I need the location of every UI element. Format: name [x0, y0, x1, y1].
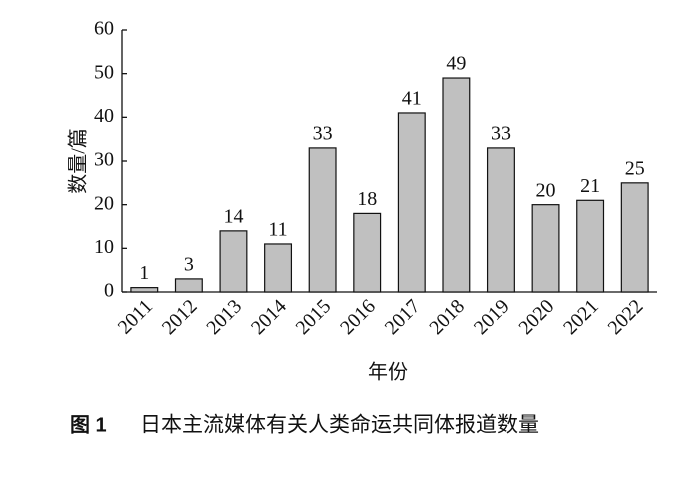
x-tick-label: 2012 — [158, 295, 202, 339]
x-tick-label: 2022 — [604, 295, 648, 339]
y-tick-label: 20 — [94, 192, 114, 214]
bar — [620, 182, 649, 293]
bar — [264, 243, 293, 293]
x-tick-label: 2020 — [514, 295, 558, 339]
y-tick-label: 0 — [104, 280, 114, 302]
y-tick-label: 40 — [94, 105, 114, 127]
x-tick-label: 2017 — [381, 295, 425, 339]
bar — [308, 147, 337, 293]
value-label: 49 — [446, 53, 466, 75]
y-tick-label: 60 — [94, 18, 114, 40]
x-axis-label: 年份 — [368, 361, 408, 384]
y-tick-label: 30 — [94, 149, 114, 171]
bar — [397, 112, 426, 293]
x-tick-label: 2019 — [470, 295, 514, 339]
bar — [576, 199, 605, 293]
value-label: 20 — [536, 179, 556, 201]
y-axis-label: 数量/篇 — [67, 128, 90, 194]
bar — [130, 287, 159, 293]
value-label: 18 — [357, 188, 377, 210]
x-tick-label: 2021 — [559, 295, 603, 339]
x-tick-label: 2013 — [202, 295, 246, 339]
value-label: 33 — [313, 122, 333, 144]
value-label: 1 — [139, 262, 149, 284]
bar — [353, 212, 382, 293]
value-label: 11 — [268, 219, 287, 241]
value-label: 21 — [580, 175, 600, 197]
value-label: 25 — [625, 157, 645, 179]
bar — [174, 278, 203, 293]
value-label: 33 — [491, 122, 511, 144]
y-tick-label: 50 — [94, 61, 114, 83]
bar — [219, 230, 248, 293]
value-label: 3 — [184, 253, 194, 275]
x-tick-label: 2014 — [247, 295, 291, 339]
y-tick-label: 10 — [94, 236, 114, 258]
bar — [486, 147, 515, 293]
x-tick-label: 2018 — [425, 295, 469, 339]
chart-title: 日本主流媒体有关人类命运共同体报道数量 — [140, 414, 539, 437]
caption-label: 图 1 — [70, 413, 107, 436]
x-tick-label: 2015 — [292, 295, 336, 339]
x-tick-label: 2011 — [114, 295, 157, 338]
value-label: 41 — [402, 88, 422, 110]
x-tick-label: 2016 — [336, 295, 380, 339]
bar — [442, 77, 471, 293]
bar — [531, 204, 560, 293]
value-label: 14 — [223, 205, 243, 227]
